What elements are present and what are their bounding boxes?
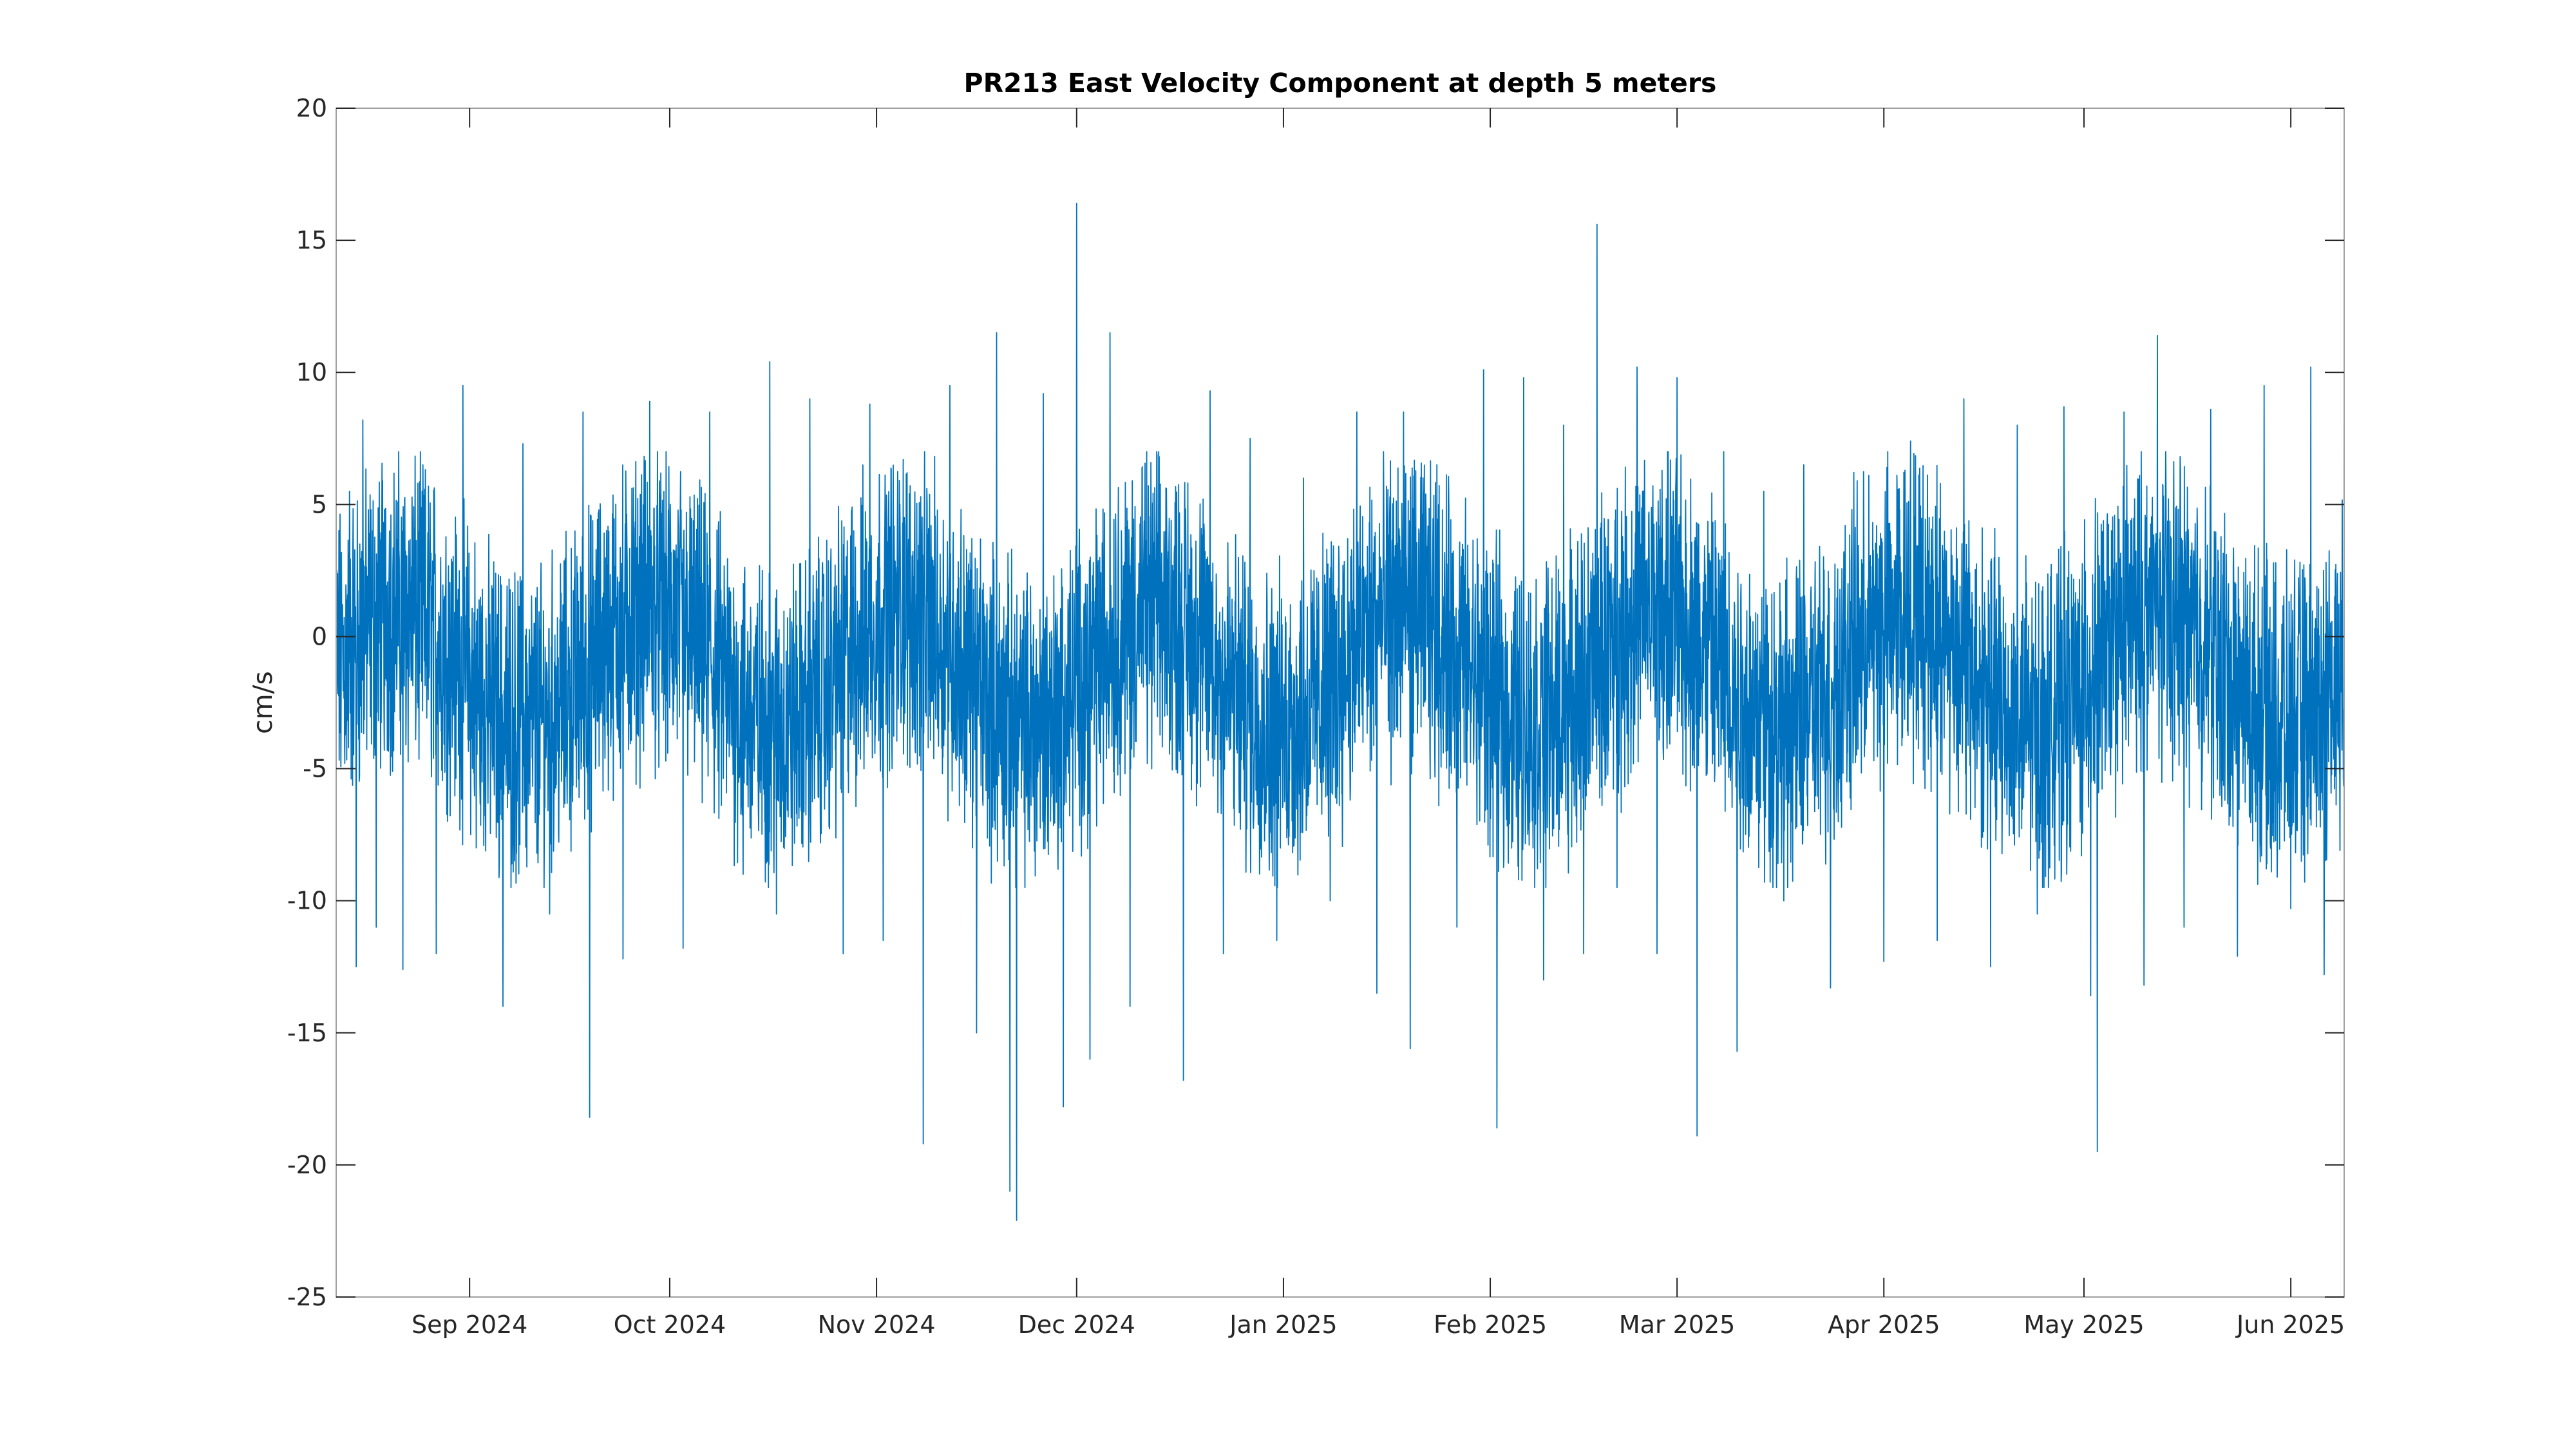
axes-layer: -25 -20 -15 -10 -5 0 5 10 15 20 Sep 2024 Oct 2024 No… <box>287 94 2345 1339</box>
y-axis-label: cm/s <box>247 671 278 734</box>
y-tick-label: -10 <box>287 887 327 915</box>
y-tick-label: -20 <box>287 1151 327 1179</box>
x-tick-label: Dec 2024 <box>1018 1311 1135 1339</box>
x-tick-label: Sep 2024 <box>412 1311 527 1339</box>
y-tick-label: 10 <box>296 358 327 386</box>
x-tick-label: Nov 2024 <box>818 1311 936 1339</box>
x-tick-label: Apr 2025 <box>1828 1311 1940 1339</box>
y-tick-label: -5 <box>303 755 327 783</box>
x-tick-label: May 2025 <box>2023 1311 2144 1339</box>
chart-title: PR213 East Velocity Component at depth 5… <box>964 68 1717 99</box>
y-tick-label: 0 <box>312 622 327 650</box>
x-tick-label: Mar 2025 <box>1619 1311 1735 1339</box>
x-tick-label: Jan 2025 <box>1228 1311 1337 1339</box>
axes-box <box>336 108 2345 1298</box>
y-tick-label: 20 <box>296 94 327 122</box>
y-tick-label: 15 <box>296 226 327 254</box>
series-layer <box>336 202 2345 1221</box>
x-tick-label: Jun 2025 <box>2235 1311 2345 1339</box>
x-tick-label: Feb 2025 <box>1434 1311 1547 1339</box>
y-tick-label: -15 <box>287 1019 327 1047</box>
series-line-east-velocity <box>336 202 2345 1221</box>
y-tick-label: -25 <box>287 1283 327 1311</box>
y-tick-label: 5 <box>312 490 327 518</box>
x-tick-label: Oct 2024 <box>614 1311 726 1339</box>
